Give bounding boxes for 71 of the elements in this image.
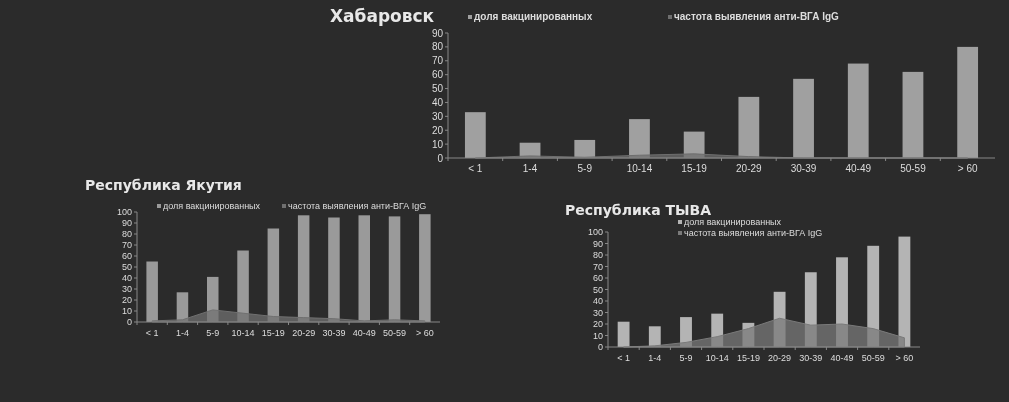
y-tick-label: 70 xyxy=(121,240,132,251)
x-tick-label: 20-29 xyxy=(736,163,763,174)
y-tick-label: 10 xyxy=(592,330,603,341)
y-tick-label: 0 xyxy=(126,317,132,328)
chart-title: Республика ТЫВА xyxy=(565,202,712,218)
x-tick-label: < 1 xyxy=(617,353,630,363)
x-tick-label: 10-14 xyxy=(231,328,255,338)
legend-label: частота выявления анти-ВГА IgG xyxy=(674,11,840,22)
y-tick-label: 30 xyxy=(121,284,132,295)
y-tick-label: 90 xyxy=(592,238,603,249)
y-tick-label: 90 xyxy=(431,27,444,39)
x-tick-label: 50-59 xyxy=(861,353,885,363)
x-tick-label: 1-4 xyxy=(175,328,189,338)
y-tick-label: 10 xyxy=(121,306,132,317)
y-tick-label: 30 xyxy=(592,307,603,318)
y-tick-label: 50 xyxy=(121,262,132,273)
y-tick-label: 40 xyxy=(121,273,132,284)
y-tick-label: 60 xyxy=(592,273,603,284)
y-tick-label: 80 xyxy=(431,41,444,53)
legend-label: частота выявления анти-ВГА IgG xyxy=(684,228,823,238)
y-tick-label: 50 xyxy=(431,83,444,95)
x-tick-label: 20-29 xyxy=(292,328,316,338)
y-tick-label: 40 xyxy=(431,96,444,108)
y-tick-label: 10 xyxy=(431,138,444,150)
x-tick-label: 30-39 xyxy=(790,163,817,174)
y-tick-label: 30 xyxy=(431,110,444,122)
x-tick-label: 1-4 xyxy=(648,353,662,363)
legend-label: доля вакцинированных xyxy=(474,11,593,22)
x-tick-label: 40-49 xyxy=(830,353,854,363)
y-tick-label: 60 xyxy=(431,69,444,81)
y-tick-label: 70 xyxy=(592,261,603,272)
x-tick-label: 40-49 xyxy=(352,328,376,338)
legend-label: доля вакцинированных xyxy=(684,217,782,227)
y-tick-label: 40 xyxy=(592,296,603,307)
x-tick-label: 15-19 xyxy=(736,353,760,363)
x-tick-label: > 60 xyxy=(957,163,978,174)
chart-title: Хабаровск xyxy=(330,6,435,26)
x-tick-label: < 1 xyxy=(145,328,159,338)
x-tick-label: 50-59 xyxy=(900,163,927,174)
x-tick-label: 15-19 xyxy=(681,163,708,174)
y-tick-label: 70 xyxy=(431,55,444,67)
y-tick-label: 20 xyxy=(121,295,132,306)
legend-label: частота выявления анти-ВГА IgG xyxy=(288,201,427,211)
legend-label: доля вакцинированных xyxy=(163,201,261,211)
y-tick-label: 100 xyxy=(116,207,132,218)
y-tick-label: 90 xyxy=(121,218,132,229)
x-tick-label: 30-39 xyxy=(322,328,346,338)
x-tick-label: 1-4 xyxy=(522,163,538,174)
x-tick-label: > 60 xyxy=(415,328,434,338)
x-tick-label: 40-49 xyxy=(845,163,872,174)
y-tick-label: 60 xyxy=(121,251,132,262)
x-tick-label: 5-9 xyxy=(206,328,220,338)
x-tick-label: 50-59 xyxy=(383,328,407,338)
x-tick-label: 10-14 xyxy=(705,353,729,363)
x-tick-label: 20-29 xyxy=(768,353,792,363)
x-tick-label: 30-39 xyxy=(799,353,823,363)
chart-title: Республика Якутия xyxy=(85,177,242,193)
y-tick-label: 80 xyxy=(121,229,132,240)
y-tick-label: 20 xyxy=(592,319,603,330)
y-tick-label: 0 xyxy=(597,342,603,353)
x-tick-label: 10-14 xyxy=(626,163,653,174)
y-tick-label: 80 xyxy=(592,250,603,261)
y-tick-label: 100 xyxy=(587,227,603,238)
x-tick-label: > 60 xyxy=(895,353,914,363)
y-tick-label: 0 xyxy=(437,152,444,164)
x-tick-label: 15-19 xyxy=(261,328,285,338)
y-tick-label: 50 xyxy=(592,284,603,295)
x-tick-label: 5-9 xyxy=(679,353,693,363)
x-tick-label: < 1 xyxy=(468,163,483,174)
x-tick-label: 5-9 xyxy=(577,163,593,174)
y-tick-label: 20 xyxy=(431,124,444,136)
